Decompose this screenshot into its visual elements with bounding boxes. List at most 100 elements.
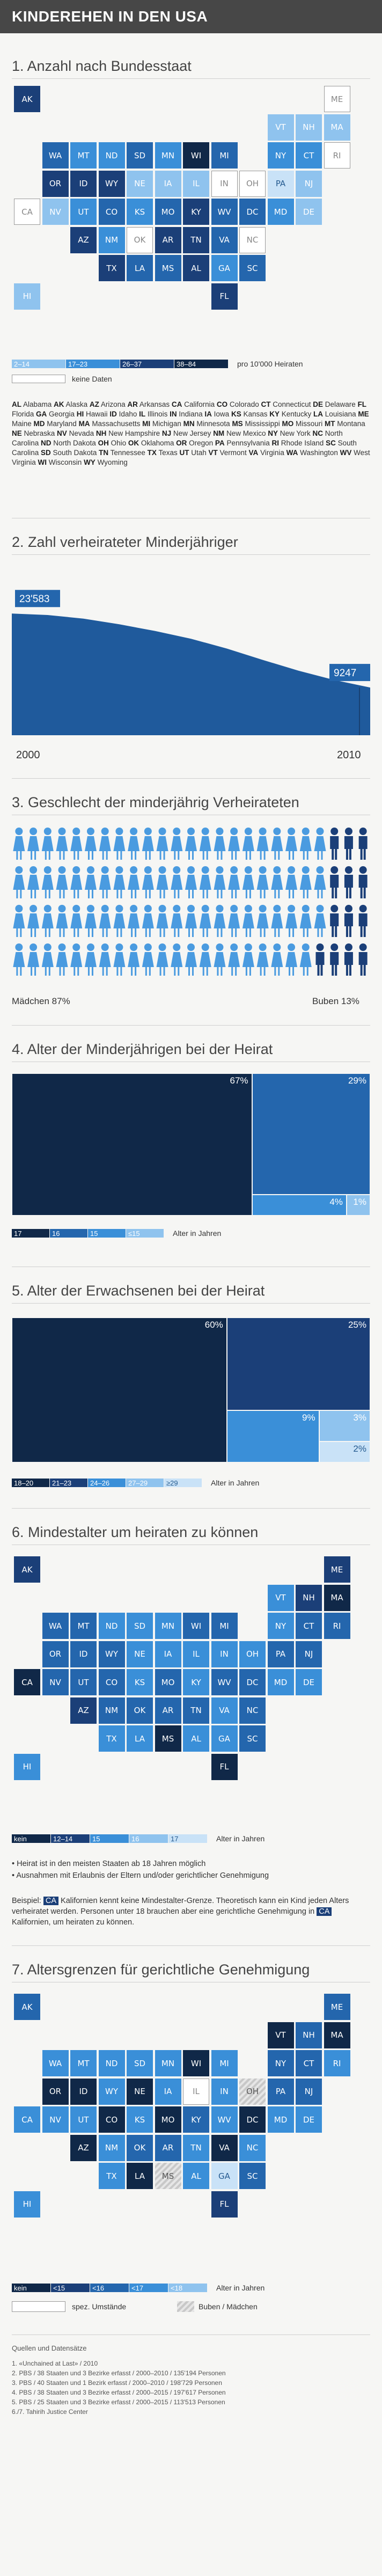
girl-icon xyxy=(27,905,40,937)
block-2: 4% xyxy=(252,1195,347,1216)
abbr-entry: WA Washington xyxy=(286,449,340,457)
state-tile-co: CO xyxy=(98,1669,125,1695)
abbr-entry: AR Arkansas xyxy=(127,400,172,408)
girl-icon xyxy=(228,905,240,937)
example-text: Beispiel: CA Kalifornien kennt keine Min… xyxy=(12,1897,349,1927)
legend-swatch: kein xyxy=(12,2284,50,2292)
state-tile-oh: OH xyxy=(239,2078,266,2105)
example-tag: CA xyxy=(43,1897,58,1905)
legend-gender-label: Buben / Mädchen xyxy=(199,2302,258,2311)
state-tile-la: LA xyxy=(127,2163,153,2189)
state-tile-az: AZ xyxy=(70,1697,97,1724)
abbr-entry: VT Vermont xyxy=(208,449,249,457)
girl-icon xyxy=(185,905,197,937)
state-tile-mo: MO xyxy=(155,2106,181,2133)
sources-heading: Quellen und Datensätze xyxy=(12,2344,87,2352)
state-tile-vt: VT xyxy=(267,114,294,141)
state-tile-hi: HI xyxy=(14,2191,40,2218)
state-abbreviations: AL Alabama AK Alaska AZ Arizona AR Arkan… xyxy=(12,400,370,467)
age-legend-adults: 18–20 21–23 24–26 27–29 ≥29 Alter in Jahren xyxy=(0,1479,382,1489)
state-tile-de: DE xyxy=(296,2106,322,2133)
state-tile-tn: TN xyxy=(183,1697,209,1724)
legend-gender-swatch xyxy=(177,2301,194,2312)
abbr-entry: WI Wisconsin xyxy=(38,458,84,466)
state-tile-de: DE xyxy=(296,199,322,225)
girl-icon xyxy=(299,866,312,898)
state-tile-co: CO xyxy=(98,199,125,225)
abbr-entry: UT Utah xyxy=(179,449,209,457)
state-tile-ne: NE xyxy=(127,1641,153,1667)
legend-note: pro 10'000 Heiraten xyxy=(237,360,303,368)
girl-icon xyxy=(242,943,254,976)
legend-count: 2–14 17–23 26–37 38–84 pro 10'000 Heiraten ke… xyxy=(0,360,382,392)
state-tile-az: AZ xyxy=(70,226,97,253)
abbr-entry: MI Michigan xyxy=(142,420,183,428)
girl-icon xyxy=(242,905,254,937)
state-tile-wv: WV xyxy=(211,1669,238,1695)
girl-icon xyxy=(70,866,83,898)
state-tile-mi: MI xyxy=(211,142,238,169)
state-tile-nm: NM xyxy=(98,1697,125,1724)
abbr-entry: SC South Carolina xyxy=(12,439,357,457)
divider xyxy=(12,1025,370,1026)
abbr-entry: CT Connecticut xyxy=(261,400,313,408)
state-tile-ma: MA xyxy=(324,2022,350,2048)
tile-map-min-age: AK ME VT NH MA WA MT ND SD MN WI MI NY CT RI OR ID WY NE IA… xyxy=(0,1556,382,1792)
state-tile-fl: FL xyxy=(211,1753,238,1780)
legend-min-age: kein 12–14 15 16 17 Alter in Jahren xyxy=(0,1834,382,1845)
girl-icon xyxy=(271,905,283,937)
abbr-entry: PA Pennsylvania xyxy=(215,439,272,447)
girl-icon xyxy=(84,828,97,860)
state-tile-ga: GA xyxy=(211,2163,238,2189)
girl-icon xyxy=(84,866,97,898)
abbr-entry: OH Ohio xyxy=(98,439,128,447)
girl-icon xyxy=(214,828,226,860)
girl-icon xyxy=(41,828,54,860)
label-girls: Mädchen 87% xyxy=(12,996,70,1006)
state-tile-dc: DC xyxy=(239,199,266,225)
state-tile-ak: AK xyxy=(14,86,40,112)
block-3-label: 1% xyxy=(353,1197,366,1208)
abbr-entry: VA Virginia xyxy=(248,449,286,457)
girl-icon xyxy=(271,866,283,898)
abbr-entry: FL Florida xyxy=(12,400,367,418)
age-axis-note: Alter in Jahren xyxy=(173,1229,222,1238)
legend-swatch: 17 xyxy=(168,1834,207,1843)
state-tile-md: MD xyxy=(267,1669,294,1695)
block-4-label: 2% xyxy=(353,1444,366,1454)
girl-icon xyxy=(256,866,269,898)
state-tile-wy: WY xyxy=(98,170,125,197)
state-tile-tn: TN xyxy=(183,226,209,253)
state-tile-mo: MO xyxy=(155,199,181,225)
state-tile-or: OR xyxy=(42,2078,69,2105)
state-tile-ky: KY xyxy=(183,1669,209,1695)
state-tile-vt: VT xyxy=(267,2022,294,2048)
abbr-entry: AL Alabama xyxy=(12,400,54,408)
girl-icon xyxy=(84,905,97,937)
state-tile-mn: MN xyxy=(155,142,181,169)
state-tile-oh: OH xyxy=(239,170,266,197)
state-tile-nd: ND xyxy=(98,142,125,169)
abbr-entry: MS Mississippi xyxy=(232,420,282,428)
abbr-entry: MT Montana xyxy=(324,420,365,428)
state-tile-me: ME xyxy=(324,1556,350,1583)
state-tile-fl: FL xyxy=(211,2191,238,2218)
boy-icon xyxy=(344,828,353,860)
abbr-entry: MN Minnesota xyxy=(183,420,232,428)
girl-icon xyxy=(113,866,126,898)
divider xyxy=(12,2334,370,2335)
section-4-title: 4. Alter der Minderjährigen bei der Heir… xyxy=(12,1041,273,1057)
state-tile-sc: SC xyxy=(239,255,266,281)
abbr-entry: ID Idaho xyxy=(109,410,139,418)
girl-icon xyxy=(214,943,226,976)
state-tile-ar: AR xyxy=(155,2134,181,2161)
state-tile-mt: MT xyxy=(70,1613,97,1639)
girl-icon xyxy=(171,866,183,898)
abbr-entry: MO Missouri xyxy=(282,420,325,428)
state-tile-ks: KS xyxy=(127,1669,153,1695)
x-label-end: 2010 xyxy=(337,749,361,761)
girl-icon xyxy=(199,828,211,860)
state-tile-tn: TN xyxy=(183,2134,209,2161)
state-tile-dc: DC xyxy=(239,1669,266,1695)
age-swatch: 16 xyxy=(50,1229,87,1238)
